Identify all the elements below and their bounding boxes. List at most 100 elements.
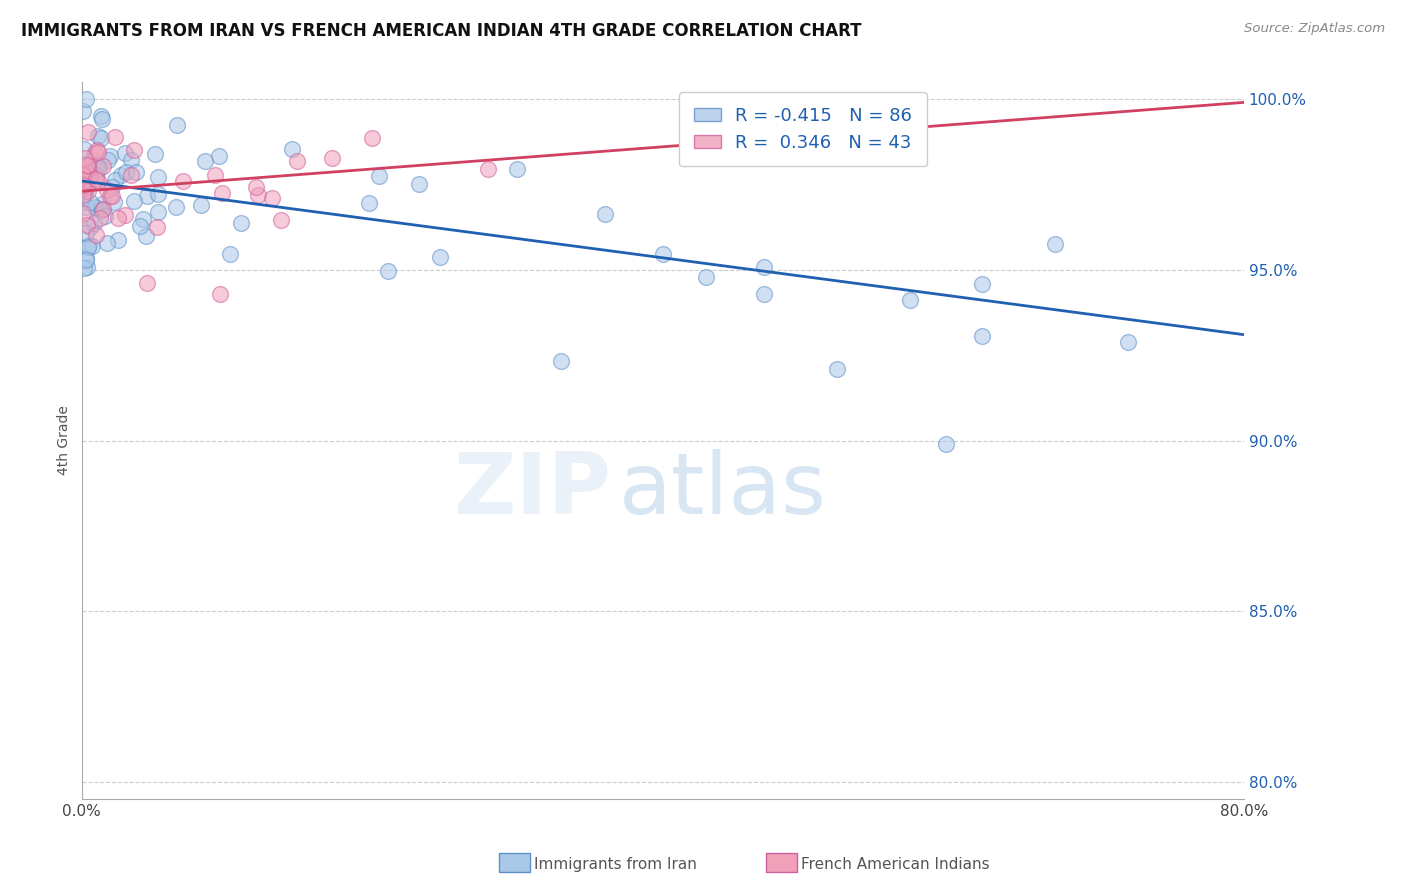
Point: [72, 187, 94, 202]
Point: [321, 151, 343, 165]
Point: [122, 144, 145, 158]
Point: [79, 166, 101, 180]
Point: [146, 219, 169, 234]
Point: [87, 174, 110, 188]
Point: [935, 437, 957, 451]
Point: [90, 203, 112, 218]
Point: [75, 252, 97, 267]
Point: [86, 169, 108, 183]
Point: [120, 168, 142, 182]
Point: [96, 184, 118, 198]
Point: [281, 142, 304, 156]
Point: [211, 186, 233, 200]
Point: [90, 109, 112, 123]
Y-axis label: 4th Grade: 4th Grade: [58, 406, 72, 475]
Point: [285, 154, 308, 169]
Point: [190, 198, 212, 212]
Point: [129, 219, 152, 233]
Point: [84, 227, 107, 242]
Point: [73, 142, 96, 156]
Point: [84, 146, 107, 161]
Point: [72, 175, 94, 189]
Point: [110, 169, 132, 183]
Text: Immigrants from Iran: Immigrants from Iran: [534, 857, 697, 872]
Point: [143, 147, 166, 161]
Point: [754, 286, 776, 301]
Point: [103, 195, 125, 210]
Point: [122, 194, 145, 209]
Point: [114, 208, 136, 222]
Point: [972, 329, 994, 343]
Point: [79, 219, 101, 234]
Point: [357, 195, 380, 210]
Point: [377, 263, 399, 277]
Point: [361, 131, 384, 145]
Point: [93, 202, 115, 216]
Text: IMMIGRANTS FROM IRAN VS FRENCH AMERICAN INDIAN 4TH GRADE CORRELATION CHART: IMMIGRANTS FROM IRAN VS FRENCH AMERICAN …: [21, 22, 862, 40]
Point: [104, 130, 127, 145]
Point: [77, 237, 100, 252]
Point: [114, 145, 136, 160]
Legend: R = -0.415   N = 86, R =  0.346   N = 43: R = -0.415 N = 86, R = 0.346 N = 43: [679, 93, 927, 166]
Point: [75, 251, 97, 265]
Point: [83, 216, 105, 230]
Point: [165, 200, 187, 214]
Point: [247, 187, 270, 202]
Point: [146, 204, 169, 219]
Point: [270, 213, 292, 227]
Point: [83, 167, 105, 181]
Point: [87, 145, 110, 159]
Point: [77, 159, 100, 173]
Point: [229, 216, 252, 230]
Point: [72, 194, 94, 209]
Point: [76, 125, 98, 139]
Point: [75, 92, 97, 106]
Point: [86, 159, 108, 173]
Point: [245, 179, 267, 194]
Point: [136, 277, 159, 291]
Point: [90, 130, 112, 145]
Point: [477, 161, 499, 176]
Point: [86, 129, 108, 144]
Point: [96, 236, 118, 251]
Point: [136, 188, 159, 202]
Point: [218, 246, 240, 260]
Point: [97, 153, 120, 168]
Point: [80, 153, 103, 168]
Point: [754, 260, 776, 275]
Point: [114, 165, 136, 179]
Point: [107, 233, 129, 247]
Point: [72, 103, 94, 118]
Point: [135, 229, 157, 244]
Point: [73, 185, 96, 199]
Point: [75, 180, 97, 194]
Point: [204, 168, 226, 182]
Point: [132, 212, 155, 227]
Point: [367, 169, 389, 183]
Point: [76, 158, 98, 172]
Point: [260, 190, 283, 204]
Point: [72, 178, 94, 192]
Point: [104, 173, 127, 187]
Point: [87, 162, 110, 177]
Point: [146, 187, 169, 202]
Point: [76, 260, 98, 274]
Point: [208, 149, 231, 163]
Point: [94, 209, 117, 223]
Point: [146, 169, 169, 184]
Point: [75, 185, 97, 199]
Text: Source: ZipAtlas.com: Source: ZipAtlas.com: [1244, 22, 1385, 36]
Point: [72, 205, 94, 219]
Point: [429, 250, 451, 264]
Point: [166, 118, 188, 132]
Point: [75, 185, 97, 199]
Point: [651, 247, 673, 261]
Point: [98, 149, 121, 163]
Text: ZIP: ZIP: [453, 450, 610, 533]
Point: [72, 169, 94, 183]
Point: [91, 112, 114, 126]
Point: [75, 226, 97, 240]
Point: [77, 185, 100, 199]
Point: [91, 159, 114, 173]
Point: [695, 269, 717, 284]
